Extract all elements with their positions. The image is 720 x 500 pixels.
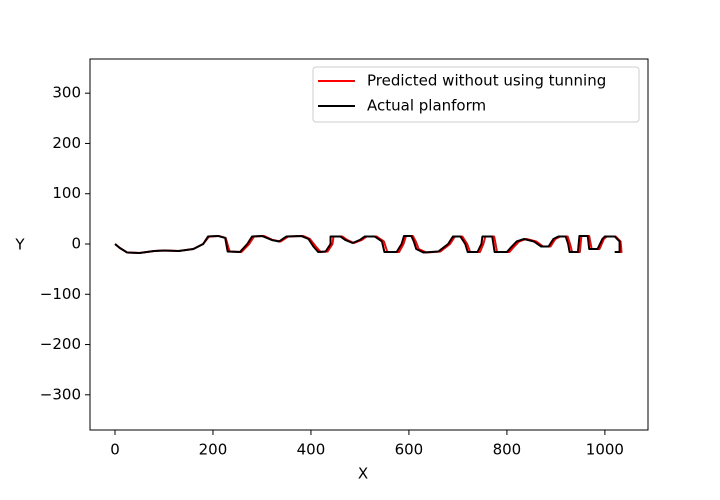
x-tick-label: 0 [110, 441, 120, 459]
y-tick-label: 200 [52, 134, 81, 152]
y-tick-label: 100 [52, 184, 81, 202]
legend-label: Predicted without using tunning [367, 72, 606, 90]
y-tick-label: 300 [52, 84, 81, 102]
legend-label: Actual planform [367, 97, 486, 115]
y-tick-label: −100 [40, 285, 81, 303]
y-tick-label: −200 [40, 335, 81, 353]
plot-frame [89, 58, 649, 431]
x-tick-label: 400 [297, 441, 326, 459]
x-axis-label: X [358, 465, 368, 483]
data-line [114, 234, 621, 255]
y-axis-label: Y [14, 236, 25, 254]
y-tick-label: −300 [40, 385, 81, 403]
data-line [114, 234, 623, 255]
x-tick-label: 200 [199, 441, 228, 459]
x-tick-label: 1000 [586, 441, 624, 459]
y-tick-label: 0 [71, 234, 81, 252]
x-tick-label: 600 [395, 441, 424, 459]
legend-box [312, 66, 640, 123]
x-tick-label: 800 [493, 441, 522, 459]
